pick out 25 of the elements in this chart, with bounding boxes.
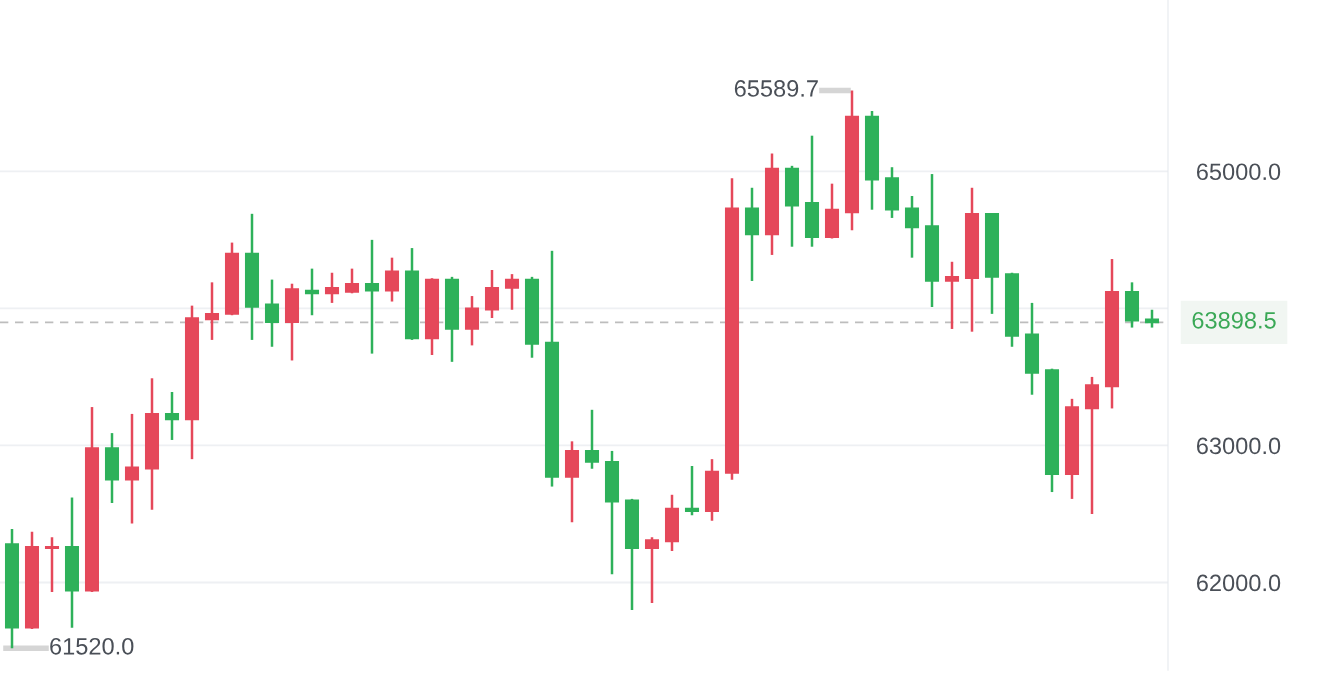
candlestick: [904, 194, 920, 259]
candlestick: [364, 238, 380, 355]
candlestick: [464, 294, 480, 347]
candlestick: [304, 267, 320, 317]
candlestick: [124, 412, 140, 525]
candlestick: [484, 268, 500, 320]
candlestick: [504, 272, 520, 311]
candlestick: [164, 390, 180, 442]
annotation: 61520.0: [50, 637, 134, 655]
y-tick-label: 62000.0: [1196, 574, 1281, 592]
candlestick: [204, 281, 220, 342]
candlestick: [584, 408, 600, 470]
candlestick: [44, 536, 60, 594]
candlestick: [684, 464, 700, 517]
candlestick: [344, 267, 360, 295]
candlestick: [944, 260, 960, 331]
candlestick: [324, 271, 340, 305]
candlestick: [1084, 375, 1100, 516]
ref-line-label: 63898.5: [1192, 311, 1276, 329]
candlestick: [384, 256, 400, 303]
y-tick-label: 63000.0: [1196, 437, 1281, 455]
annotation: 65589.7: [734, 80, 818, 97]
y-tick-label: 65000.0: [1196, 163, 1281, 181]
candlestick: [264, 278, 280, 349]
candlestick: [644, 536, 660, 605]
